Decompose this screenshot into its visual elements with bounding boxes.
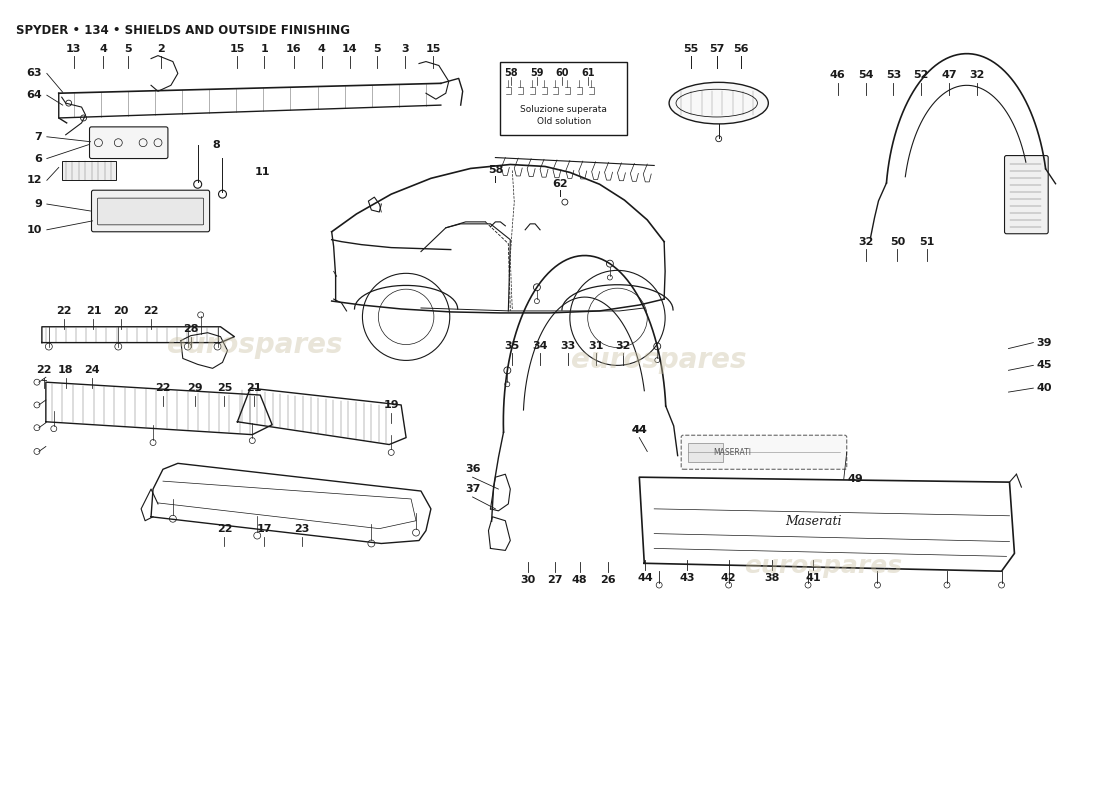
Text: 28: 28 — [183, 324, 198, 334]
Text: 6: 6 — [34, 154, 42, 163]
Text: 5: 5 — [124, 44, 132, 54]
Text: 13: 13 — [66, 44, 81, 54]
Text: 25: 25 — [217, 383, 232, 393]
Text: 22: 22 — [36, 366, 52, 375]
Text: 63: 63 — [26, 69, 42, 78]
Text: Soluzione superata: Soluzione superata — [520, 105, 607, 114]
Text: 46: 46 — [829, 70, 846, 81]
Text: 2: 2 — [157, 44, 165, 54]
Text: Old solution: Old solution — [537, 117, 591, 126]
Text: MASERATI: MASERATI — [713, 448, 751, 457]
Text: eurospares: eurospares — [744, 554, 902, 578]
Text: 48: 48 — [572, 575, 587, 585]
Text: 40: 40 — [1036, 383, 1052, 393]
Text: 5: 5 — [374, 44, 381, 54]
Text: SPYDER • 134 • SHIELDS AND OUTSIDE FINISHING: SPYDER • 134 • SHIELDS AND OUTSIDE FINIS… — [16, 24, 350, 37]
Text: 8: 8 — [212, 140, 220, 150]
Text: 44: 44 — [637, 573, 653, 583]
FancyBboxPatch shape — [91, 190, 210, 232]
Text: 19: 19 — [384, 400, 399, 410]
Text: eurospares: eurospares — [571, 346, 747, 374]
Text: 61: 61 — [582, 68, 595, 78]
Text: 44: 44 — [631, 425, 647, 434]
Text: 24: 24 — [84, 366, 99, 375]
Text: 41: 41 — [805, 573, 821, 583]
Text: eurospares: eurospares — [167, 330, 343, 358]
Text: 29: 29 — [187, 383, 202, 393]
Text: 64: 64 — [26, 90, 42, 100]
Text: 31: 31 — [588, 341, 603, 350]
Text: 51: 51 — [920, 237, 935, 246]
FancyBboxPatch shape — [681, 435, 847, 470]
Text: 22: 22 — [56, 306, 72, 316]
Text: 10: 10 — [26, 225, 42, 234]
Text: 22: 22 — [217, 524, 232, 534]
Text: 4: 4 — [318, 44, 326, 54]
FancyBboxPatch shape — [89, 127, 168, 158]
Text: 17: 17 — [256, 524, 272, 534]
Text: 38: 38 — [764, 573, 780, 583]
Text: 21: 21 — [246, 383, 262, 393]
Text: 42: 42 — [720, 573, 736, 583]
Text: 1: 1 — [261, 44, 268, 54]
Text: 30: 30 — [520, 575, 536, 585]
Text: 32: 32 — [858, 237, 873, 246]
Text: 43: 43 — [679, 573, 695, 583]
Text: 53: 53 — [886, 70, 901, 81]
FancyBboxPatch shape — [499, 62, 627, 135]
Text: 15: 15 — [230, 44, 245, 54]
FancyBboxPatch shape — [1004, 155, 1048, 234]
Text: 58: 58 — [504, 68, 518, 78]
Text: 22: 22 — [155, 383, 170, 393]
Text: 9: 9 — [34, 199, 42, 209]
Text: 55: 55 — [683, 44, 698, 54]
Text: 18: 18 — [58, 366, 74, 375]
Text: 14: 14 — [342, 44, 358, 54]
Text: 32: 32 — [616, 341, 631, 350]
Text: 3: 3 — [402, 44, 409, 54]
Bar — [689, 442, 723, 462]
Text: 49: 49 — [848, 474, 864, 484]
Text: 27: 27 — [547, 575, 563, 585]
Text: Maserati: Maserati — [784, 515, 842, 528]
Ellipse shape — [669, 82, 768, 124]
Text: 50: 50 — [890, 237, 905, 246]
Bar — [62, 161, 117, 180]
Text: 34: 34 — [532, 341, 548, 350]
Text: 4: 4 — [99, 44, 108, 54]
Text: 58: 58 — [487, 166, 503, 175]
Text: 23: 23 — [294, 524, 309, 534]
Text: 32: 32 — [969, 70, 984, 81]
Text: 56: 56 — [733, 44, 748, 54]
Text: 33: 33 — [560, 341, 575, 350]
Text: 22: 22 — [143, 306, 158, 316]
Text: 60: 60 — [556, 68, 569, 78]
Text: 12: 12 — [26, 175, 42, 186]
Text: 44: 44 — [631, 425, 647, 434]
Text: 54: 54 — [858, 70, 873, 81]
Text: 57: 57 — [710, 44, 725, 54]
Text: 11: 11 — [254, 167, 270, 178]
Text: 45: 45 — [1036, 360, 1052, 370]
Text: 7: 7 — [34, 132, 42, 142]
Text: 39: 39 — [1036, 338, 1052, 348]
Text: 52: 52 — [913, 70, 928, 81]
Text: 59: 59 — [530, 68, 543, 78]
Text: 47: 47 — [942, 70, 957, 81]
FancyBboxPatch shape — [98, 198, 204, 225]
Text: 36: 36 — [465, 464, 481, 474]
Text: 37: 37 — [465, 484, 481, 494]
Text: 21: 21 — [86, 306, 101, 316]
Text: 26: 26 — [600, 575, 615, 585]
Text: 62: 62 — [552, 179, 568, 190]
Text: 35: 35 — [505, 341, 520, 350]
Text: 20: 20 — [113, 306, 129, 316]
Text: 16: 16 — [286, 44, 301, 54]
Text: 15: 15 — [426, 44, 441, 54]
